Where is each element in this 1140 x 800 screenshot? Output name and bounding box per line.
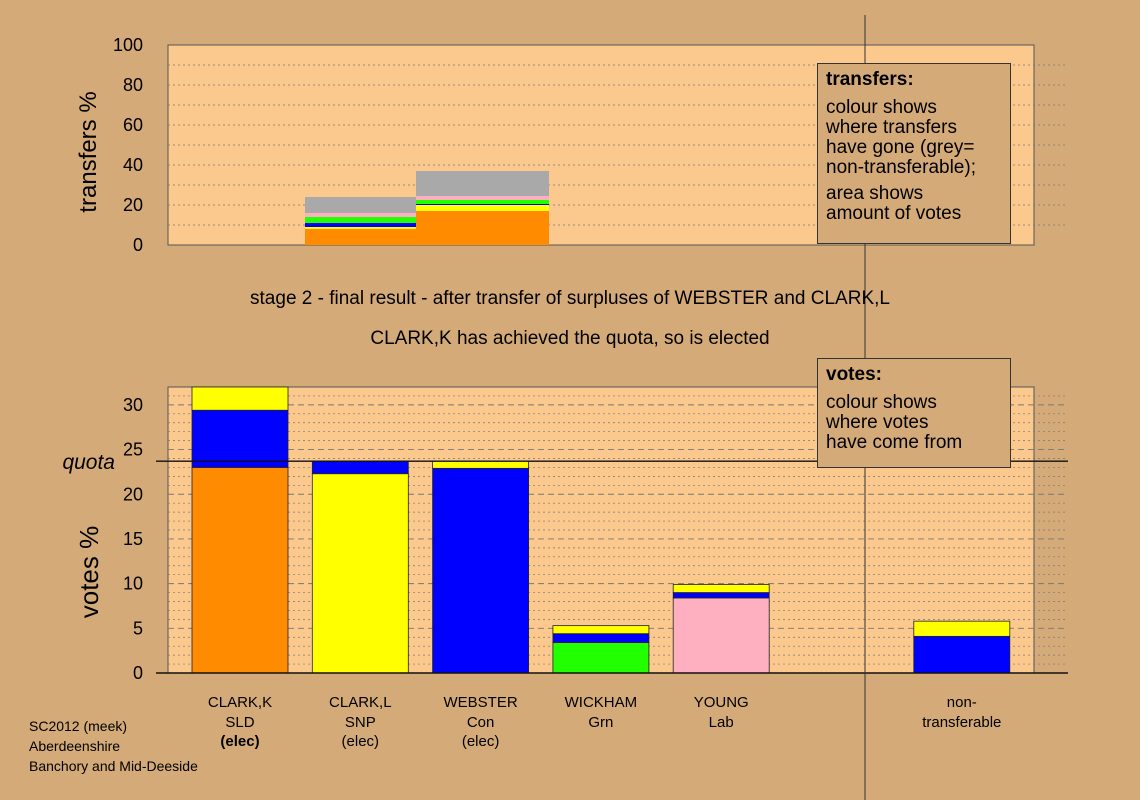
footer-line: Banchory and Mid-Deeside [29, 758, 198, 774]
y-tick-label: 40 [123, 155, 143, 175]
transfer-segment [305, 197, 416, 213]
candidate-name: WICKHAM [565, 694, 638, 711]
stage-caption: stage 2 - final result - after transfer … [250, 288, 890, 309]
vote-segment [552, 642, 650, 674]
transfer-segment [416, 205, 549, 211]
transfers-legend-line: have gone (grey= [826, 137, 975, 158]
transfer-segment [416, 171, 549, 196]
elected-caption: CLARK,K has achieved the quota, so is el… [370, 328, 770, 349]
votes-legend-text: colour shows where votes have come from [826, 393, 1002, 453]
candidate-name: CLARK,K [208, 694, 272, 711]
votes-legend-line: have come from [826, 432, 963, 453]
footer-line: Aberdeenshire [29, 738, 121, 754]
vote-segment [432, 467, 530, 674]
candidate-name: YOUNG [694, 694, 749, 711]
vote-segment [191, 467, 289, 674]
vote-segment [672, 597, 770, 674]
candidate-status: (elec) [462, 733, 500, 750]
candidate-status: (elec) [342, 733, 380, 750]
transfer-segment [416, 204, 549, 205]
quota-label: quota [62, 451, 115, 474]
y-tick-label: 20 [123, 195, 143, 215]
transfers-legend-text-2: area shows amount of votes [826, 184, 1002, 224]
vote-segment [432, 460, 530, 469]
y-tick-label: 80 [123, 75, 143, 95]
vote-segment [552, 625, 650, 635]
transfers-legend-line: amount of votes [826, 203, 962, 224]
y-tick-label: 10 [123, 574, 143, 594]
candidate-party: Con [467, 714, 495, 731]
y-tick-label: 30 [123, 395, 143, 415]
y-tick-label: 60 [123, 115, 143, 135]
y-tick-label: 20 [123, 484, 143, 504]
transfer-segment [305, 213, 416, 217]
transfer-segment [416, 200, 549, 204]
y-axis-label: votes % [74, 526, 104, 619]
transfer-segment [305, 223, 416, 227]
votes-legend-line: where votes [826, 412, 929, 433]
candidate-party: Lab [709, 714, 734, 731]
vote-segment [311, 460, 409, 475]
votes-legend: votes: colour shows where votes have com… [817, 358, 1011, 468]
transfers-legend-line: colour shows [826, 97, 937, 118]
vote-segment [191, 409, 289, 468]
transfer-segment [305, 229, 416, 245]
vote-segment [913, 620, 1011, 637]
vote-segment [191, 386, 289, 411]
y-tick-label: 100 [113, 35, 143, 55]
vote-segment [913, 635, 1011, 674]
candidate-status: (elec) [220, 733, 259, 750]
y-tick-label: 15 [123, 529, 143, 549]
transfers-legend: transfers: colour shows where transfers … [817, 63, 1011, 244]
candidate-party: Grn [588, 714, 613, 731]
transfer-segment [305, 227, 416, 229]
transfer-segment [416, 196, 549, 200]
footer: SC2012 (meek) Aberdeenshire Banchory and… [29, 716, 198, 776]
candidate-party: transferable [922, 714, 1001, 731]
transfers-legend-line: non-transferable); [826, 157, 976, 178]
transfer-segment [416, 211, 549, 245]
vote-segment [311, 473, 409, 674]
vote-segment [672, 592, 770, 599]
vote-segment [672, 584, 770, 593]
y-tick-label: 25 [123, 440, 143, 460]
y-tick-label: 0 [133, 663, 143, 683]
votes-legend-title: votes: [826, 364, 882, 385]
candidate-name: non- [947, 694, 977, 711]
vote-segment [552, 633, 650, 644]
candidate-party: SLD [225, 714, 254, 731]
transfers-legend-text: colour shows where transfers have gone (… [826, 98, 1002, 178]
transfers-legend-line: where transfers [826, 117, 957, 138]
transfer-segment [305, 217, 416, 223]
transfers-legend-title: transfers: [826, 69, 914, 90]
y-axis-label: transfers % [75, 91, 102, 212]
candidate-name: WEBSTER [444, 694, 518, 711]
y-tick-label: 5 [133, 618, 143, 638]
candidate-party: SNP [345, 714, 376, 731]
transfers-legend-line: area shows [826, 183, 924, 204]
votes-legend-line: colour shows [826, 392, 937, 413]
footer-line: SC2012 (meek) [29, 718, 128, 734]
candidate-name: CLARK,L [329, 694, 392, 711]
y-tick-label: 0 [133, 235, 143, 255]
